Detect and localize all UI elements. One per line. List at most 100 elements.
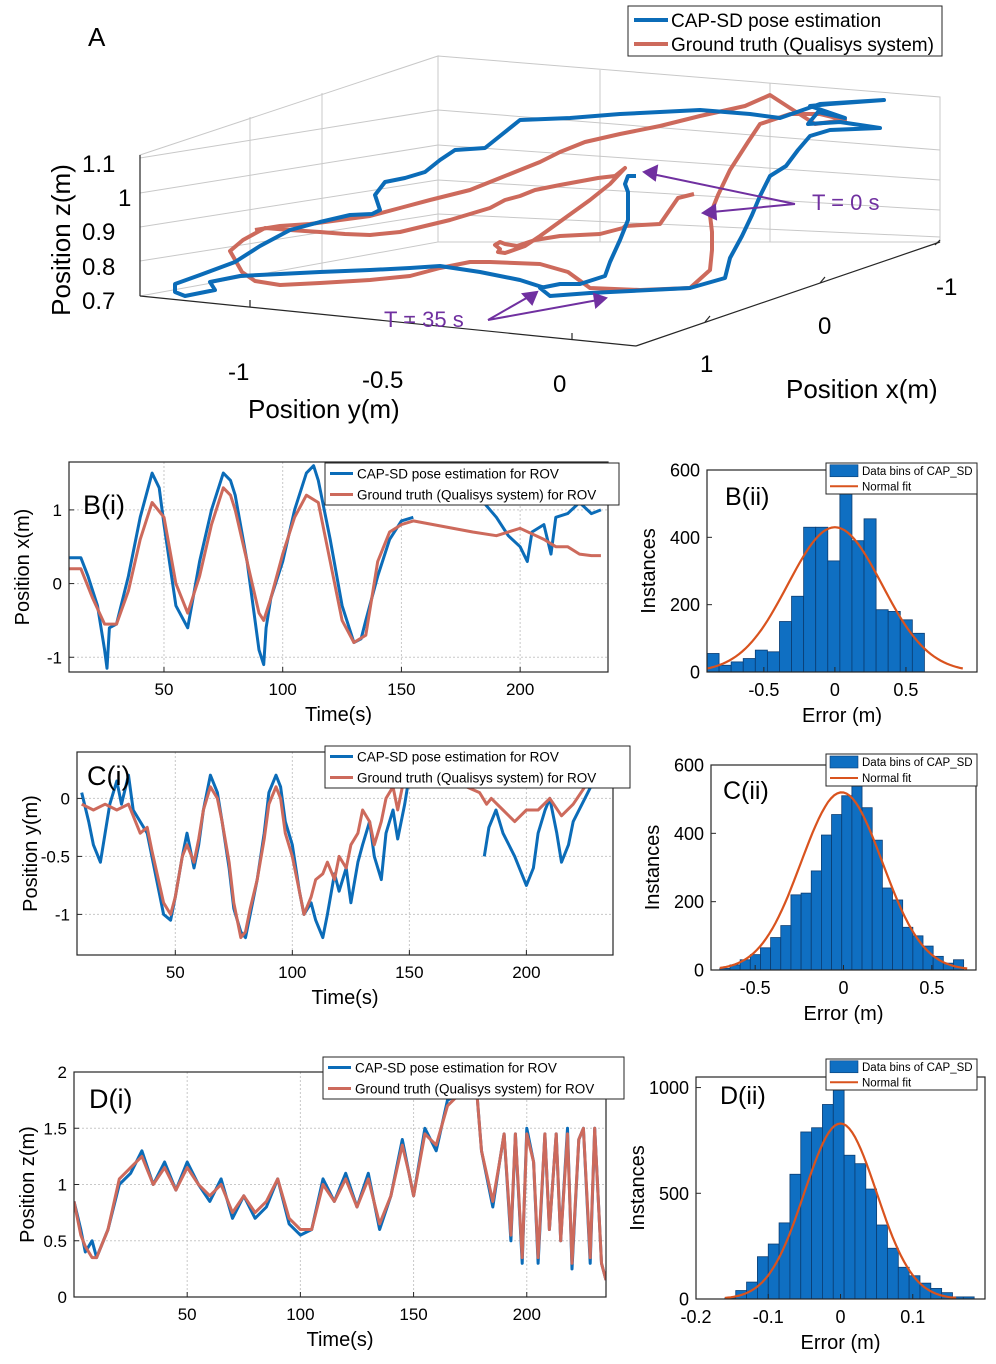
y-axis-label: Position y(m) [20,795,42,912]
y-tick-label: 2 [58,1063,67,1082]
panel-a-tick-labels: -1 -0.5 0 1 0 -1 1.1 1 0.9 0.8 0.7 [82,151,957,398]
histogram-bar [831,814,843,971]
x-axis-label: Time(s) [311,987,378,1009]
annotation-arrowhead [700,203,718,221]
histogram-bar [810,870,822,971]
legend-label: Ground truth (Qualisys system) for ROV [357,771,596,786]
normal-fit-curve [724,1122,957,1299]
panel-a-ground-truth-trajectory [228,93,847,292]
y-tick-label: 200 [670,595,700,615]
x-tick-label: 50 [155,680,174,699]
panel-a-ylabel: Position y(m) [248,394,400,424]
x-tick-label: 50 [166,963,185,982]
histogram-bar [841,795,853,971]
histogram-bar [718,664,732,673]
panel-a-box [139,55,941,297]
panel-a-grid-line [139,179,439,228]
panel-a-back-wall [139,55,439,297]
panel-a-x-tick-label: -1 [936,274,957,301]
y-tick-label: 1 [53,501,62,520]
histogram-bar [832,1087,845,1300]
histogram-bar [811,1127,823,1300]
y-tick-label: 0 [690,662,700,682]
panel-a-z-tick-label: 1 [118,185,131,212]
legend-label: Data bins of CAP_SD [862,757,973,769]
panel-a-z-tick-label: 0.8 [82,254,115,281]
panel-a-grid-line [437,144,941,181]
y-tick-label: 600 [670,460,700,480]
histogram-bar [881,887,893,971]
y-tick-label: 500 [659,1184,689,1204]
x-tick-label: 150 [399,1305,427,1324]
histogram-bar [854,1163,867,1300]
histogram-bar [742,658,756,673]
panel-label: D(ii) [720,1082,766,1110]
legend-label: Normal fit [862,481,912,493]
panel-bii: -0.5 0 0.5 0 200 400 600 Error (m) Instances B(ii… [638,460,978,727]
x-axis-label: Time(s) [305,704,372,726]
panel-a-xlabel: Position x(m) [786,374,938,404]
legend-swatch-bins [829,1060,859,1074]
panel-a-label: A [88,22,106,52]
legend-box [627,5,943,57]
histogram-bar [843,1154,856,1300]
histogram-bar [887,611,901,673]
panel-a-tick [934,239,941,246]
legend-label: CAP-SD pose estimation [671,11,881,32]
y-axis-label: Position z(m) [17,1126,39,1243]
histogram-bar [827,560,841,673]
panel-a-y-tick-label: -0.5 [362,367,403,394]
y-tick-label: 1.5 [43,1119,67,1138]
histogram-bar [780,925,792,971]
legend-label: Ground truth (Qualisys system) for ROV [357,488,596,503]
panel-bi: 50 100 150 200 -1 0 1 Time(s) Position x(m) B(i) C… [12,461,620,726]
x-tick-label: 200 [506,680,534,699]
panel-a-grid-line [139,144,439,194]
panel-a-estimate-trajectory [173,98,886,298]
y-tick-label: -0.5 [41,848,70,867]
panel-a-grid-line [437,213,941,238]
legend-label: Ground truth (Qualisys system) for ROV [355,1082,594,1097]
histogram-bar [897,1266,910,1300]
y-tick-label: 400 [670,528,700,548]
annotation-t0: T = 0 s [812,190,879,215]
annotation-arrowhead [642,164,659,182]
legend-label: Data bins of CAP_SD [862,1062,973,1074]
annotation-arrowhead [592,292,608,309]
panel-a-grid-line [437,109,941,151]
y-tick-label: 0.5 [43,1232,67,1251]
histogram-bar [865,1188,878,1300]
panel-a-z-tick-label: 0.9 [82,219,115,246]
y-tick-label: 1 [58,1176,67,1195]
panel-a-y-tick-label: 0 [553,371,566,398]
x-tick-label: 0 [835,1307,845,1327]
panel-label: B(ii) [725,483,769,511]
x-tick-label: 200 [513,1305,541,1324]
y-tick-label: 0 [694,960,704,980]
x-tick-label: 0.5 [919,978,944,998]
x-tick-label: -0.1 [753,1307,784,1327]
annotation-arrow [487,295,531,321]
y-axis-label: Instances [638,528,660,614]
histogram-bar [887,1247,899,1300]
panel-a-tick [819,276,826,284]
normal-fit-curve [719,791,968,970]
histogram-bar [789,1173,802,1300]
panel-ci: 50 100 150 200 -1 -0.5 0 Time(s) Position y(m) C(… [20,745,631,1009]
x-tick-label: 0.1 [900,1307,925,1327]
histogram-bar [791,595,805,673]
histogram-bar [766,651,780,673]
x-tick-label: 100 [278,963,306,982]
y-tick-label: 0 [679,1289,689,1309]
ground-truth-series-line [74,1087,606,1281]
histogram-bar [790,894,802,971]
histogram-bar [815,526,829,673]
x-axis-label: Time(s) [306,1329,373,1351]
histogram-bar [875,609,889,673]
panel-a-y-tick-label: -1 [228,359,249,386]
legend-label: Normal fit [862,773,912,785]
histogram-bar [730,661,744,673]
legend-box [324,745,631,789]
